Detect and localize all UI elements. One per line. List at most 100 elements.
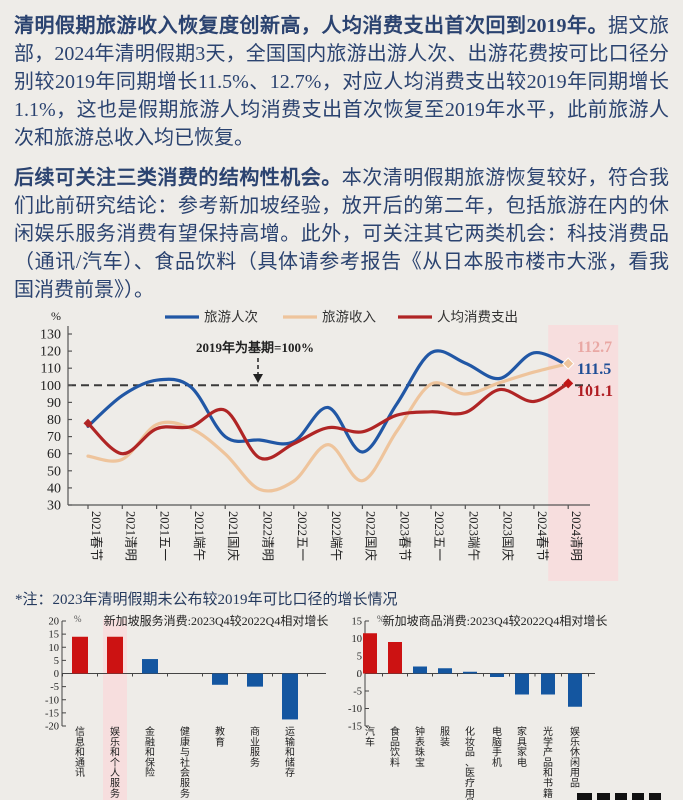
logo-block — [597, 793, 610, 800]
bar — [541, 673, 555, 695]
x-axis-label: 金融和保险 — [145, 725, 155, 779]
paragraph-body: 本次清明假期旅游恢复较好，符合我们此前研究结论：参考新加坡经验，放开后的第二年，… — [14, 167, 670, 301]
bar-chart-svg: 新加坡商品消费:2023Q4较2022Q4相对增长 15 10 5 0 -5 -10 -15%… — [348, 613, 608, 800]
y-axis-label: 10 — [352, 634, 363, 645]
series-end-value: 101.1 — [577, 383, 613, 400]
annotation-arrow-icon — [253, 374, 263, 383]
series-end-value: 111.5 — [577, 361, 611, 378]
paragraph-opportunities: 后续可关注三类消费的结构性机会。本次清明假期旅游恢复较好，符合我们此前研究结论：… — [14, 164, 669, 304]
y-axis-label: 80 — [47, 413, 61, 428]
y-axis-label: -15 — [348, 722, 362, 733]
y-axis-label: -10 — [348, 704, 362, 715]
bar — [247, 673, 263, 687]
x-axis-label: 钟表珠宝 — [415, 725, 425, 769]
highlight-band — [548, 325, 619, 581]
y-axis-label: -10 — [45, 695, 59, 706]
y-axis-label: 20 — [49, 617, 60, 628]
y-axis-label: 110 — [41, 362, 61, 377]
logo-block — [632, 793, 644, 800]
logo-block — [577, 793, 592, 800]
x-axis-label: 2022清明 — [261, 511, 275, 561]
singapore-goods-bar-chart: 新加坡商品消费:2023Q4较2022Q4相对增长 15 10 5 0 -5 -10 -15%… — [345, 613, 680, 800]
x-axis-label: 2021春节 — [89, 511, 103, 561]
y-axis-unit: % — [377, 614, 385, 624]
x-axis-label: 健康与社会服务 — [180, 726, 190, 800]
y-axis-label: -5 — [353, 687, 362, 698]
y-axis-label: 60 — [47, 447, 61, 462]
bar — [212, 673, 228, 685]
y-axis-label: 100 — [40, 379, 61, 394]
x-axis-label: 汽车 — [365, 725, 375, 748]
x-axis-label: 家具家电 — [517, 725, 527, 769]
x-axis-label: 运输和储存 — [285, 726, 295, 779]
logo-block — [615, 793, 627, 800]
x-axis-label: 化妆品、医疗用品 — [465, 725, 475, 800]
y-axis-label: 120 — [40, 345, 61, 360]
bar — [490, 673, 504, 677]
x-axis-label: 教育 — [215, 725, 225, 748]
x-axis-label: 2024清明 — [569, 511, 583, 561]
bar — [463, 671, 477, 674]
bar — [515, 673, 529, 695]
paragraph-body: 据文旅部，2024年清明假期3天，全国国内旅游出游人次、出游花费按可比口径分别较… — [14, 15, 669, 149]
paragraph-lead: 清明假期旅游收入恢复度创新高，人均消费支出首次回到2019年。 — [14, 15, 608, 37]
chart-footnote: *注：2023年清明假期未公布较2019年可比口径的增长情况 — [15, 592, 398, 608]
bar-chart-svg: 新加坡服务消费:2023Q4较2022Q4相对增长 20 15 10 5 0 -5 -10 -1… — [45, 613, 329, 800]
x-axis-label: 2023春节 — [398, 511, 412, 561]
bar — [142, 659, 158, 674]
y-axis-label: 130 — [40, 328, 61, 343]
x-axis-label: 2021端午 — [192, 511, 206, 561]
bar — [282, 673, 298, 720]
y-axis-label: -5 — [50, 682, 59, 693]
x-axis-label: 2022五一 — [295, 511, 309, 561]
x-axis-label: 2023端午 — [466, 511, 480, 561]
bar-chart-title: 新加坡商品消费:2023Q4较2022Q4相对增长 — [383, 613, 608, 628]
x-axis-label: 娱乐休闲用品 — [570, 725, 580, 790]
singapore-services-bar-chart: 新加坡服务消费:2023Q4较2022Q4相对增长 20 15 10 5 0 -5 -10 -1… — [26, 613, 356, 800]
x-axis-label: 光学产品和书籍 — [543, 725, 553, 800]
x-axis-label: 2021五一 — [158, 511, 172, 561]
bar — [438, 668, 452, 674]
y-axis-unit: % — [74, 614, 82, 624]
series-line — [86, 362, 570, 493]
x-axis-label: 2023国庆 — [501, 511, 515, 562]
line-chart-svg: 130 120 110 100 90 80 70 60 50 40 30% 旅游人次 旅游收入 人均消费支… — [40, 309, 619, 581]
x-axis-label: 信息和通讯 — [75, 726, 85, 779]
y-axis-label: 15 — [352, 617, 363, 628]
bar — [413, 666, 427, 674]
y-axis-label: 0 — [357, 669, 362, 680]
bar — [388, 642, 402, 674]
bar — [363, 633, 377, 674]
logo-block — [649, 793, 661, 800]
y-axis-label: 5 — [357, 652, 362, 663]
y-axis-label: -20 — [45, 722, 59, 733]
x-axis-label: 2022国庆 — [363, 511, 377, 562]
y-axis-label: 90 — [47, 396, 61, 411]
paragraph-lead: 后续可关注三类消费的结构性机会。 — [14, 167, 342, 189]
x-axis-label: 服装 — [440, 726, 450, 748]
x-axis-label: 2022端午 — [329, 511, 343, 561]
legend-label: 旅游人次 — [204, 310, 258, 325]
x-axis-label: 食品饮料 — [390, 725, 400, 769]
x-axis-label: 2024春节 — [535, 511, 549, 561]
tourism-recovery-line-chart: 130 120 110 100 90 80 70 60 50 40 30% 旅游人次 旅游收入 人均消费支… — [15, 308, 668, 586]
y-axis-label: 5 — [54, 656, 59, 667]
y-axis-unit: % — [51, 309, 61, 323]
y-axis-label: 10 — [49, 643, 60, 654]
y-axis-label: 30 — [47, 499, 61, 514]
y-axis-label: 40 — [47, 481, 61, 496]
x-axis-label: 电脑手机 — [492, 725, 502, 769]
x-axis-label: 娱乐和个人服务 — [110, 725, 120, 800]
bar — [107, 636, 123, 674]
x-axis-label: 2023五一 — [432, 511, 446, 561]
y-axis-label: 0 — [54, 669, 59, 680]
bar-chart-title: 新加坡服务消费:2023Q4较2022Q4相对增长 — [104, 613, 329, 628]
y-axis-label: -15 — [45, 708, 59, 719]
series-line — [86, 349, 570, 454]
series-line — [86, 381, 570, 461]
baseline-annotation: 2019年为基期=100% — [196, 340, 314, 355]
paragraph-holiday-recovery: 清明假期旅游收入恢复度创新高，人均消费支出首次回到2019年。据文旅部，2024… — [14, 12, 669, 152]
bar — [72, 636, 88, 674]
y-axis-label: 15 — [49, 630, 60, 641]
